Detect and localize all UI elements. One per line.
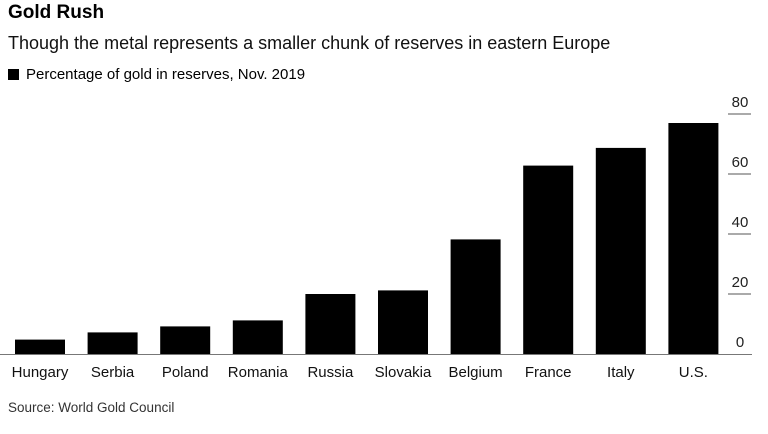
bar-us [668, 123, 719, 354]
x-tick-label: Belgium [448, 364, 502, 381]
bar-romania [232, 320, 283, 354]
bar-hungary [15, 339, 65, 354]
y-tick-label: 60 [732, 154, 749, 171]
x-tick-label: France [525, 364, 572, 381]
x-tick-label: Serbia [91, 364, 135, 381]
legend-swatch [8, 69, 19, 80]
x-tick-label: U.S. [679, 364, 708, 381]
chart-title: Gold Rush [8, 2, 105, 23]
bar-italy [595, 147, 646, 354]
x-tick-label: Slovakia [375, 364, 432, 381]
bar-slovakia [378, 290, 428, 354]
bar-france [523, 165, 574, 354]
x-tick-label: Russia [307, 364, 354, 381]
legend-label: Percentage of gold in reserves, Nov. 201… [26, 66, 306, 83]
bar-russia [305, 294, 356, 354]
legend: Percentage of gold in reserves, Nov. 201… [8, 66, 305, 83]
y-tick-label: 20 [732, 274, 749, 291]
source-note: Source: World Gold Council [8, 400, 175, 415]
bar-belgium [450, 239, 501, 354]
bar-poland [160, 326, 211, 354]
y-tick-label: 40 [732, 214, 749, 231]
y-tick-label: 0 [736, 334, 744, 351]
y-tick-label: 80 [732, 94, 749, 111]
x-tick-label: Hungary [12, 364, 69, 381]
x-tick-label: Italy [607, 364, 635, 381]
bar-serbia [87, 332, 138, 354]
chart-subtitle: Though the metal represents a smaller ch… [8, 33, 611, 53]
x-tick-label: Romania [228, 364, 289, 381]
x-tick-label: Poland [162, 364, 209, 381]
